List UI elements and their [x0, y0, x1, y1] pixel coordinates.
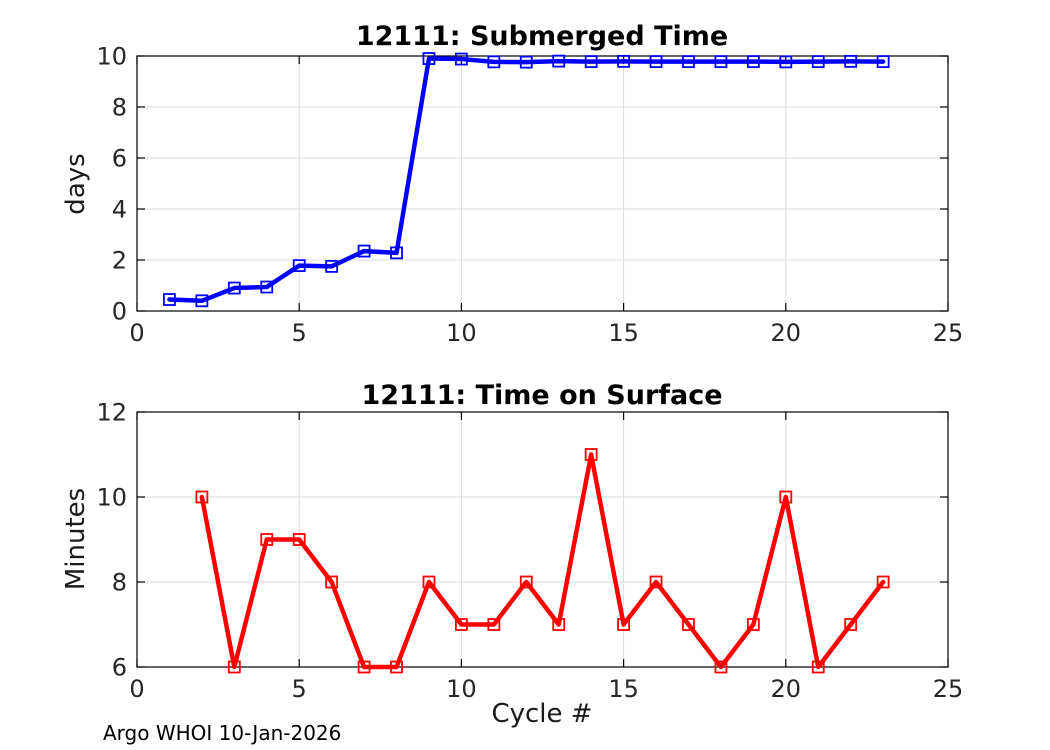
data-marker	[519, 55, 533, 69]
data-marker	[746, 618, 760, 631]
y-tick-label: 2	[112, 246, 127, 274]
data-marker	[390, 246, 403, 260]
data-marker	[195, 294, 209, 308]
data-marker	[649, 575, 663, 589]
data-marker	[682, 55, 695, 69]
x-tick-label: 25	[933, 319, 964, 347]
data-marker	[325, 575, 339, 589]
data-marker	[487, 55, 501, 69]
y-tick-label: 4	[112, 195, 127, 223]
data-marker	[552, 618, 566, 631]
chart1-title: 12111: Submerged Time	[356, 21, 728, 52]
data-marker	[487, 618, 501, 631]
data-marker	[292, 533, 306, 546]
x-tick-label: 25	[933, 675, 964, 703]
x-tick-label: 10	[446, 319, 477, 347]
y-tick-label: 12	[96, 398, 127, 426]
data-marker	[227, 281, 241, 295]
data-marker	[260, 533, 274, 546]
data-marker	[584, 55, 598, 69]
data-marker	[779, 490, 793, 504]
axes-box	[136, 411, 949, 668]
data-marker	[714, 660, 728, 674]
data-marker	[357, 660, 371, 674]
chart2-x-axis-label: Cycle #	[491, 699, 592, 729]
x-tick-label: 20	[771, 319, 802, 347]
chart2-y-axis-label: Minutes	[61, 488, 91, 590]
x-tick-label: 0	[129, 319, 144, 347]
data-line	[199, 452, 886, 670]
data-marker	[876, 55, 890, 69]
data-marker	[260, 280, 274, 294]
x-tick-label: 5	[292, 319, 307, 347]
y-tick-label: 10	[96, 483, 127, 511]
data-marker	[617, 618, 630, 631]
data-marker	[227, 660, 241, 674]
x-tick-label: 10	[446, 675, 477, 703]
data-marker	[844, 618, 858, 631]
data-marker	[584, 448, 598, 461]
x-tick-label: 0	[129, 675, 144, 703]
x-tick-label: 15	[608, 319, 639, 347]
data-marker	[163, 293, 176, 306]
x-tick-label: 20	[771, 675, 802, 703]
time-on-surface-chart: 12111: Time on Surface Minutes Cycle # 0…	[61, 380, 963, 729]
data-marker	[195, 490, 209, 504]
data-marker	[876, 575, 890, 589]
x-tick-label: 5	[292, 675, 307, 703]
data-marker	[422, 575, 436, 589]
data-marker	[746, 55, 760, 69]
data-marker	[682, 618, 695, 631]
y-tick-label: 0	[112, 297, 127, 325]
data-marker	[519, 575, 533, 589]
data-marker	[649, 55, 663, 69]
chart1-y-axis-label: days	[61, 153, 91, 214]
y-tick-label: 10	[96, 42, 127, 70]
y-tick-label: 8	[112, 93, 127, 121]
axes-box	[136, 55, 949, 312]
data-marker	[357, 244, 371, 258]
chart2-plot-area: 0 5 10 15 20 25 6 8 10 12	[96, 398, 963, 703]
data-marker	[390, 660, 403, 674]
data-line	[167, 56, 886, 304]
data-marker	[779, 55, 793, 69]
data-marker	[714, 55, 728, 69]
x-tick-label: 15	[608, 675, 639, 703]
data-marker	[811, 660, 825, 674]
data-marker	[454, 52, 468, 66]
y-tick-label: 6	[112, 144, 127, 172]
data-marker	[811, 55, 825, 69]
figure-footer: Argo WHOI 10-Jan-2026	[103, 721, 341, 745]
chart1-plot-area: 0 5 10 15 20 25 0 2 4 6 8 10	[96, 42, 963, 347]
data-marker	[552, 54, 566, 68]
data-marker	[292, 259, 306, 273]
submerged-time-chart: 12111: Submerged Time days 0 5 10 15 20 25 0 2 4…	[61, 21, 963, 347]
data-marker	[422, 52, 436, 65]
chart2-title: 12111: Time on Surface	[361, 380, 722, 411]
y-tick-label: 8	[112, 568, 127, 596]
y-tick-label: 6	[112, 653, 127, 681]
data-marker	[454, 618, 468, 631]
data-marker	[844, 54, 858, 68]
data-marker	[617, 54, 630, 68]
data-marker	[325, 259, 339, 273]
